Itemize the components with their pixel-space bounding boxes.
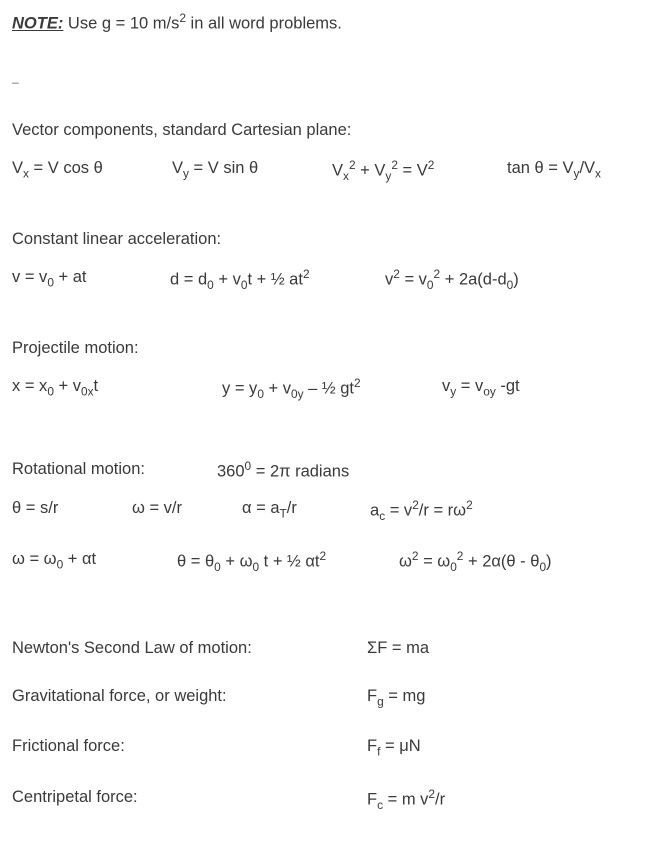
eq-y: y = y0 + v0y – ½ gt2 bbox=[222, 375, 442, 402]
forces-block: Newton's Second Law of motion: ΣF = ma G… bbox=[12, 637, 634, 813]
friction-label: Frictional force: bbox=[12, 735, 367, 759]
projectile-equations: x = x0 + v0xt y = y0 + v0y – ½ gt2 vy = … bbox=[12, 375, 634, 402]
rotational-row2: ω = ω0 + αt θ = θ0 + ω0 t + ½ αt2 ω2 = ω… bbox=[12, 548, 634, 575]
note-label: NOTE: bbox=[12, 15, 63, 33]
eq-x: x = x0 + v0xt bbox=[12, 375, 222, 402]
newton-line: Newton's Second Law of motion: ΣF = ma bbox=[12, 637, 634, 659]
eq-vx: Vx = V cos θ bbox=[12, 157, 172, 184]
note-text-before: Use g = 10 m/s bbox=[63, 15, 179, 33]
newton-eq: ΣF = ma bbox=[367, 637, 429, 659]
newton-label: Newton's Second Law of motion: bbox=[12, 637, 367, 659]
eq-v2: v2 = v02 + 2a(d-d0) bbox=[385, 266, 519, 293]
note-sup: 2 bbox=[179, 11, 186, 25]
eq-d: d = d0 + v0t + ½ at2 bbox=[170, 266, 385, 293]
centripetal-line: Centripetal force: Fc = m v2/r bbox=[12, 786, 634, 813]
rotational-heading: Rotational motion: bbox=[12, 458, 217, 483]
rotational-row1: θ = s/r ω = v/r α = aT/r ac = v2/r = rω2 bbox=[12, 497, 634, 524]
linear-heading: Constant linear acceleration: bbox=[12, 228, 634, 250]
eq-v: v = v0 + at bbox=[12, 266, 170, 293]
gravity-eq: Fg = mg bbox=[367, 685, 425, 709]
eq-ac: ac = v2/r = rω2 bbox=[370, 497, 473, 524]
eq-omega2: ω2 = ω02 + 2α(θ - θ0) bbox=[399, 548, 552, 575]
stray-dash: _ bbox=[12, 69, 634, 85]
eq-vy: Vy = V sin θ bbox=[172, 157, 332, 184]
projectile-heading: Projectile motion: bbox=[12, 337, 634, 359]
gravity-label: Gravitational force, or weight: bbox=[12, 685, 367, 709]
eq-omega-vr: ω = v/r bbox=[132, 497, 242, 524]
friction-eq: Ff = μN bbox=[367, 735, 421, 759]
linear-equations: v = v0 + at d = d0 + v0t + ½ at2 v2 = v0… bbox=[12, 266, 634, 293]
eq-theta: θ = θ0 + ω0 t + ½ αt2 bbox=[177, 548, 399, 575]
note-line: NOTE: Use g = 10 m/s2 in all word proble… bbox=[12, 10, 634, 35]
eq-omega: ω = ω0 + αt bbox=[12, 548, 177, 575]
eq-theta-sr: θ = s/r bbox=[12, 497, 132, 524]
eq-vy: vy = voy -gt bbox=[442, 375, 520, 402]
centripetal-eq: Fc = m v2/r bbox=[367, 786, 445, 813]
eq-alpha: α = aT/r bbox=[242, 497, 370, 524]
note-text-after: in all word problems. bbox=[186, 15, 342, 33]
friction-line: Frictional force: Ff = μN bbox=[12, 735, 634, 759]
rotational-heading-row: Rotational motion: 3600 = 2π radians bbox=[12, 458, 634, 483]
eq-tan: tan θ = Vy/Vx bbox=[507, 157, 601, 184]
eq-pythag: Vx2 + Vy2 = V2 bbox=[332, 157, 507, 184]
vectors-equations: Vx = V cos θ Vy = V sin θ Vx2 + Vy2 = V2… bbox=[12, 157, 634, 184]
gravity-line: Gravitational force, or weight: Fg = mg bbox=[12, 685, 634, 709]
vectors-heading: Vector components, standard Cartesian pl… bbox=[12, 119, 634, 141]
centripetal-label: Centripetal force: bbox=[12, 786, 367, 813]
rotational-360: 3600 = 2π radians bbox=[217, 458, 349, 483]
